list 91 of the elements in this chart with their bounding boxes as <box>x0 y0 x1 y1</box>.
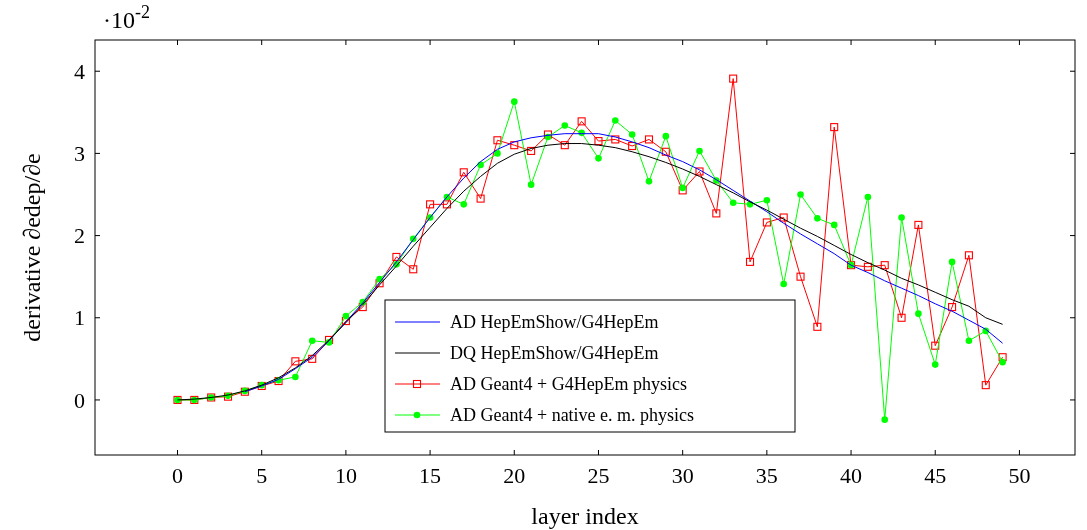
x-tick-label: 50 <box>1008 463 1031 488</box>
x-tick-label: 15 <box>419 463 442 488</box>
point <box>931 361 939 368</box>
point <box>999 358 1006 366</box>
point <box>358 303 367 312</box>
point <box>763 196 771 204</box>
point <box>981 381 990 390</box>
point <box>561 122 569 129</box>
y-tick-label: 4 <box>74 58 85 84</box>
point <box>325 335 334 344</box>
point <box>779 213 788 222</box>
point <box>527 181 535 188</box>
x-tick-label: 45 <box>924 463 947 488</box>
point <box>695 167 704 176</box>
point <box>729 74 738 83</box>
point <box>308 354 317 363</box>
point <box>931 341 940 350</box>
legend-label: DQ HepEmShow/G4HepEm <box>450 343 659 364</box>
point <box>965 337 973 345</box>
point <box>696 147 703 155</box>
point <box>459 168 468 177</box>
point <box>342 312 350 320</box>
point <box>712 209 721 218</box>
point <box>762 218 771 227</box>
x-tick-label: 35 <box>755 463 778 488</box>
point <box>291 357 300 366</box>
point <box>494 150 501 157</box>
point <box>813 322 822 331</box>
point <box>780 280 787 288</box>
x-tick-label: 30 <box>671 463 694 488</box>
point <box>915 310 922 317</box>
y-tick-label: 2 <box>74 223 85 249</box>
point <box>510 141 519 150</box>
legend-label: AD Geant4 + native e. m. physics <box>450 405 695 426</box>
x-tick-label: 0 <box>172 463 184 488</box>
point <box>426 200 435 209</box>
x-axis-title: layer index <box>531 503 639 529</box>
y-axis-title: derivative ∂edep/∂e <box>19 153 45 342</box>
legend-label: AD Geant4 + G4HepEm physics <box>450 374 688 395</box>
point <box>341 317 350 326</box>
point <box>863 262 872 271</box>
point <box>560 141 569 150</box>
point <box>628 131 636 138</box>
point <box>442 200 451 209</box>
point <box>375 279 384 288</box>
point <box>392 252 401 261</box>
point <box>830 221 838 229</box>
point <box>612 117 619 124</box>
point <box>661 147 670 156</box>
point <box>527 146 536 155</box>
point <box>745 257 755 266</box>
point <box>510 98 518 105</box>
point <box>292 373 299 381</box>
point <box>964 251 973 260</box>
point <box>644 135 654 144</box>
point <box>797 191 804 198</box>
point <box>645 178 653 185</box>
point <box>898 214 905 221</box>
point <box>881 416 889 423</box>
x-tick-label: 10 <box>334 463 357 488</box>
point <box>476 194 485 203</box>
point <box>729 199 737 207</box>
x-tick-label: 25 <box>587 463 610 488</box>
point <box>864 193 872 201</box>
point <box>897 313 906 322</box>
point <box>628 141 637 151</box>
point <box>998 353 1007 362</box>
text: ·10$^{-2}$ <box>103 2 150 33</box>
point <box>796 272 805 281</box>
point <box>611 135 620 144</box>
point <box>814 215 821 222</box>
point <box>594 137 603 146</box>
y-tick-label: 1 <box>74 305 85 331</box>
point <box>662 132 670 140</box>
y-tick-label: 3 <box>74 141 85 167</box>
point <box>948 303 957 312</box>
point <box>308 337 316 345</box>
x-tick-label: 40 <box>840 463 863 488</box>
point <box>460 201 468 208</box>
legend-label: AD HepEmShow/G4HepEm <box>450 312 659 333</box>
point <box>595 155 602 162</box>
point <box>880 261 889 270</box>
point <box>577 117 586 126</box>
point <box>830 123 839 132</box>
point <box>409 265 418 274</box>
x-tick-label: 20 <box>503 463 526 488</box>
x-tick-label: 5 <box>256 463 268 488</box>
point <box>914 220 923 229</box>
point <box>948 258 956 266</box>
y-tick-label: 0 <box>74 387 85 413</box>
point <box>493 136 502 145</box>
